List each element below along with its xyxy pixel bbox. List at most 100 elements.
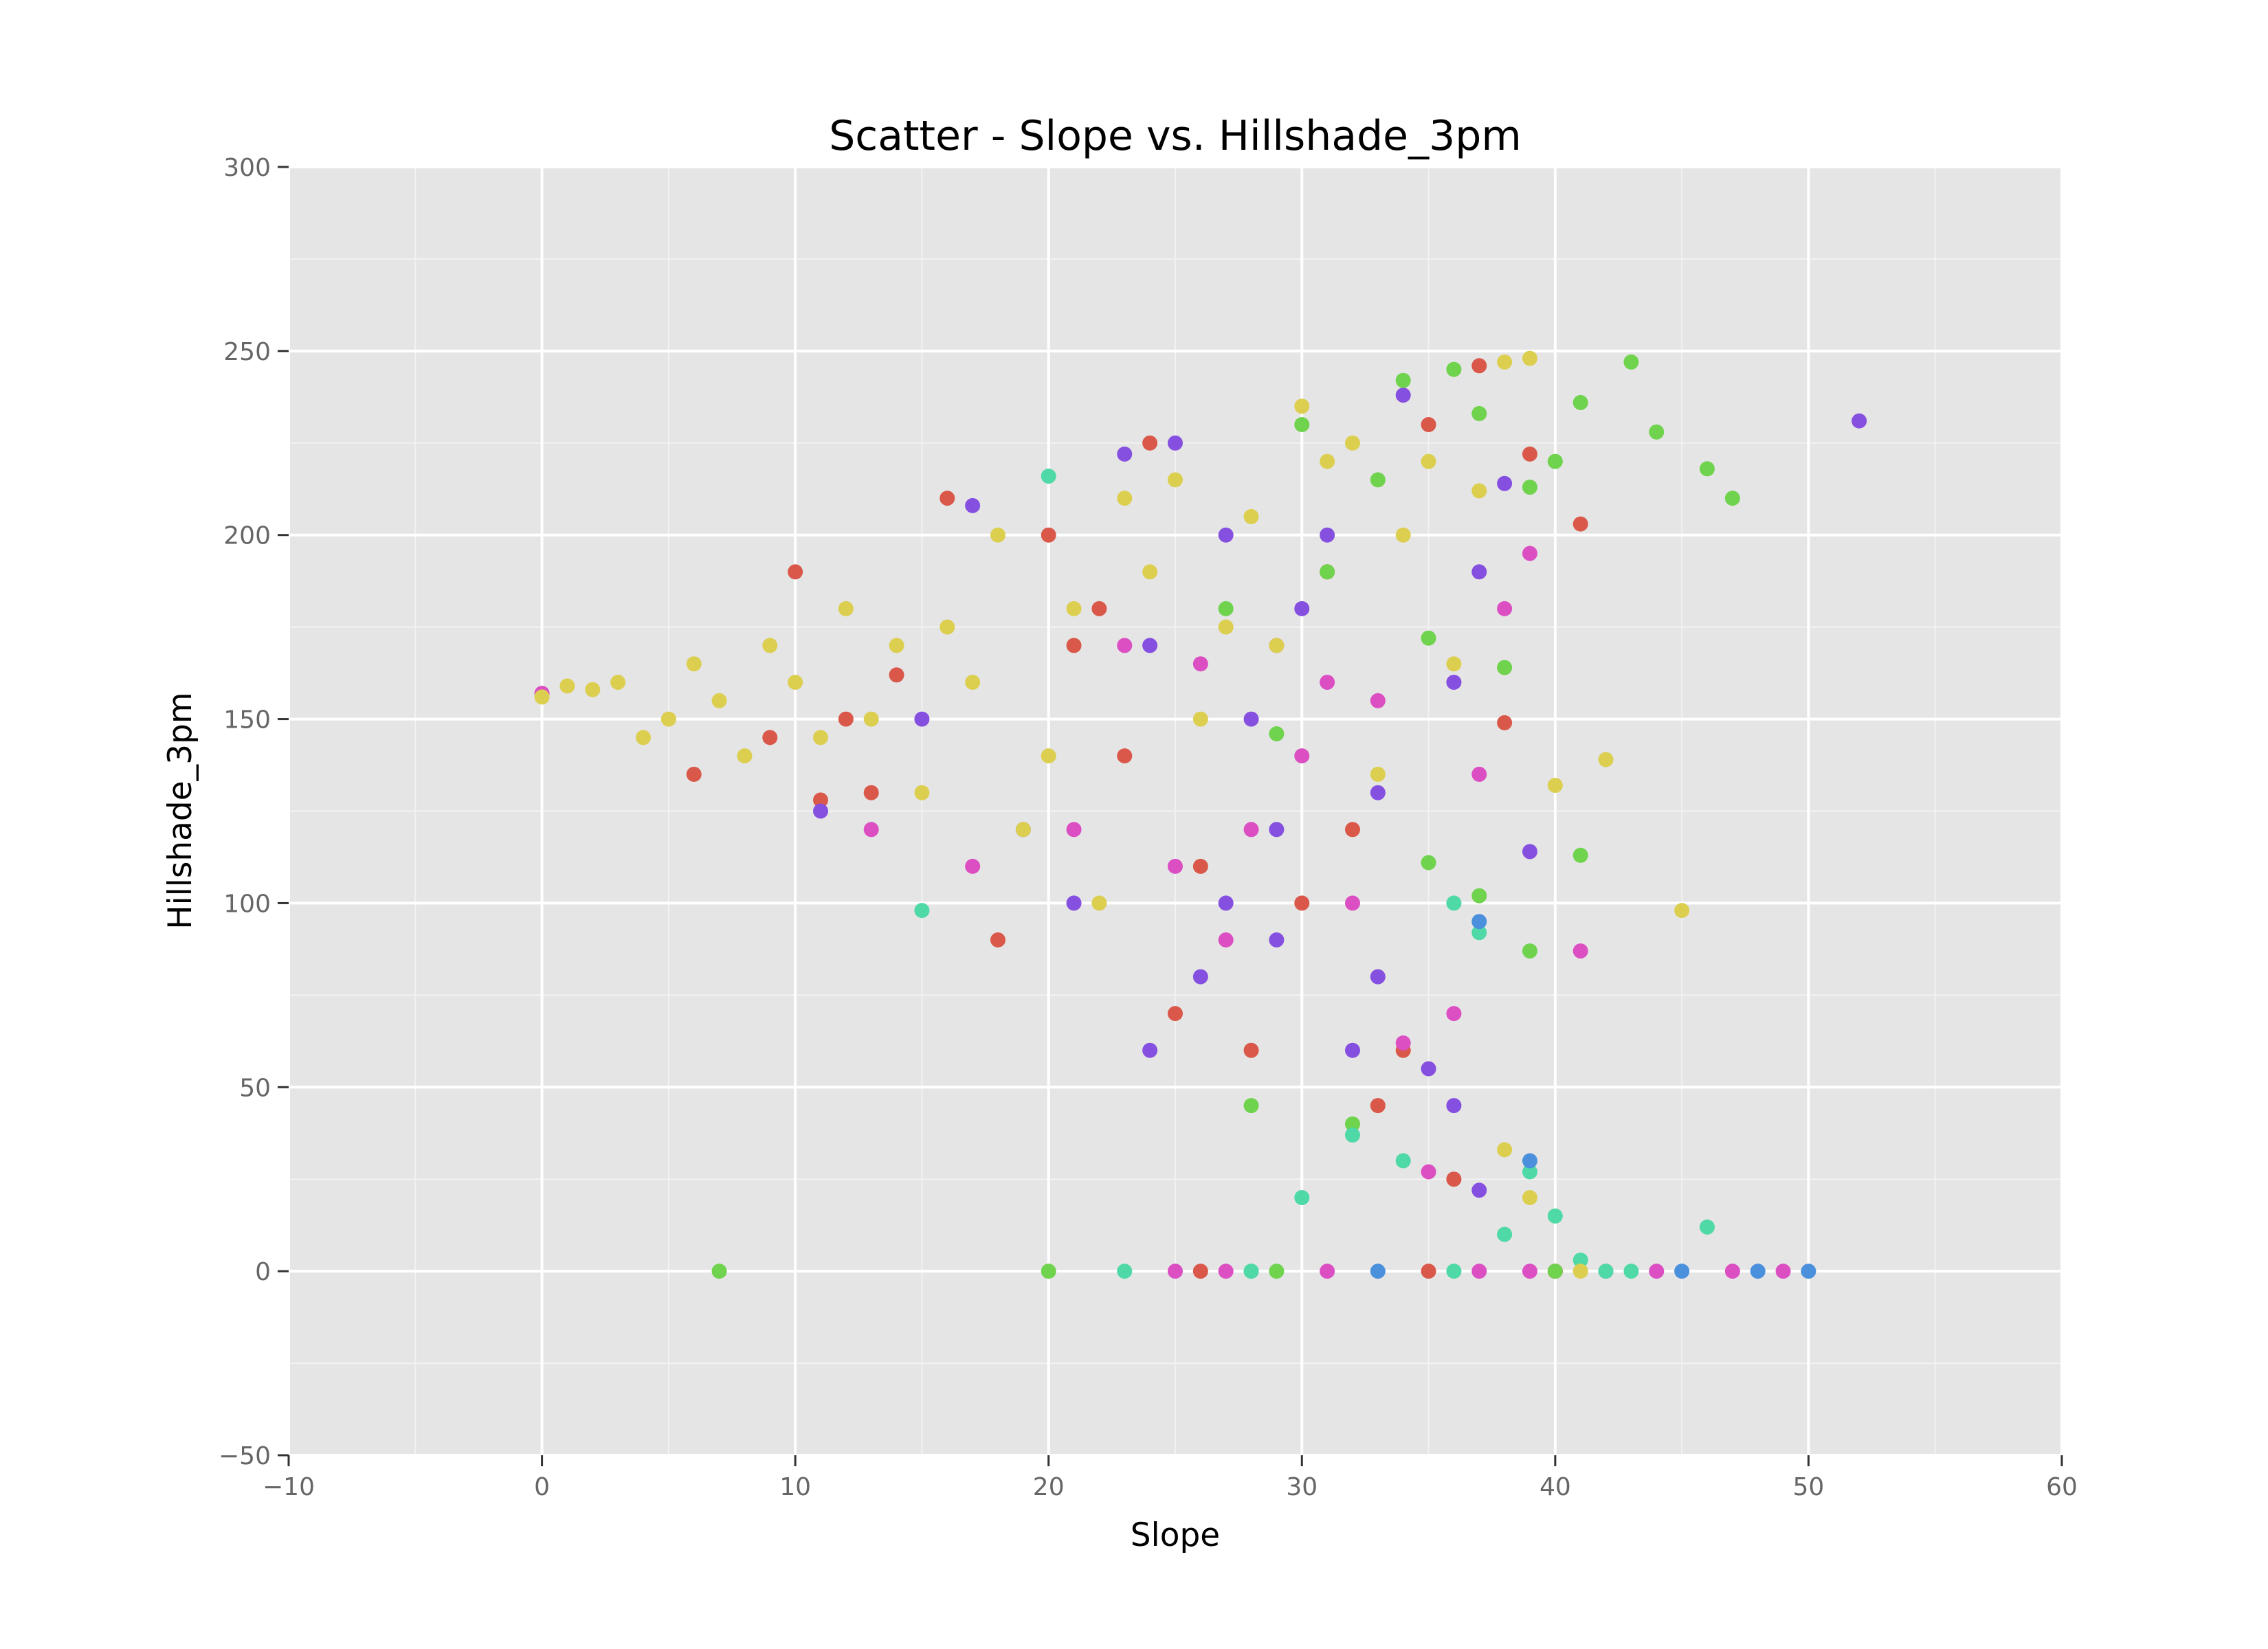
scatter-point: [914, 903, 930, 919]
scatter-point: [1320, 527, 1335, 543]
scatter-point: [1547, 453, 1563, 469]
scatter-point: [1243, 508, 1259, 524]
y-tick-label: 200: [223, 522, 271, 550]
scatter-point: [1370, 766, 1386, 782]
scatter-point: [1218, 619, 1234, 635]
scatter-point: [1724, 491, 1740, 506]
scatter-point: [1218, 527, 1234, 543]
scatter-point: [1700, 1219, 1715, 1235]
scatter-point: [686, 656, 702, 672]
scatter-point: [1623, 1264, 1639, 1279]
y-axis-title: Hillshade_3pm: [162, 692, 199, 929]
scatter-point: [1497, 715, 1513, 730]
scatter-point: [1471, 405, 1487, 421]
scatter-point: [1421, 1164, 1436, 1180]
scatter-point: [1320, 453, 1335, 469]
y-tick-label: −50: [219, 1442, 271, 1470]
scatter-point: [1117, 638, 1133, 653]
scatter-point: [1243, 711, 1259, 727]
scatter-point: [788, 675, 803, 690]
scatter-point: [914, 711, 930, 727]
y-tick-label: 150: [223, 706, 271, 734]
scatter-point: [1345, 895, 1360, 911]
scatter-point: [1370, 1264, 1386, 1279]
scatter-point: [838, 711, 854, 727]
x-axis-title: Slope: [1131, 1516, 1220, 1554]
scatter-point: [1168, 472, 1183, 488]
scatter-point: [1294, 895, 1310, 911]
scatter-point: [990, 932, 1005, 947]
chart-title: Scatter - Slope vs. Hillshade_3pm: [829, 112, 1522, 160]
scatter-point: [1724, 1264, 1740, 1279]
scatter-point: [1015, 822, 1031, 838]
scatter-point: [1572, 394, 1588, 410]
x-tick-label: 30: [1286, 1473, 1318, 1501]
scatter-point: [1294, 601, 1310, 616]
scatter-point: [1446, 656, 1462, 672]
scatter-point: [1522, 1190, 1537, 1205]
scatter-point: [1320, 564, 1335, 580]
axis-ticks: −10 0 10 20 30 40 50 60 −50 0 50 100 150 200 250 300: [219, 154, 2078, 1501]
scatter-point: [1497, 1142, 1513, 1158]
scatter-point: [762, 730, 778, 745]
scatter-point: [1192, 656, 1208, 672]
scatter-point: [1446, 675, 1462, 690]
x-tick-label: −10: [263, 1473, 315, 1501]
scatter-point: [711, 1264, 727, 1279]
scatter-point: [863, 711, 879, 727]
scatter-point: [1041, 1264, 1056, 1279]
scatter-point: [1243, 1042, 1259, 1058]
scatter-point: [1370, 693, 1386, 708]
y-tick-label: 0: [255, 1258, 271, 1286]
scatter-point: [1091, 601, 1107, 616]
scatter-point: [1522, 446, 1537, 462]
scatter-point: [1446, 1264, 1462, 1279]
scatter-point: [1674, 903, 1690, 919]
x-tick-label: 10: [779, 1473, 811, 1501]
scatter-point: [1269, 932, 1285, 947]
scatter-point: [1522, 1153, 1537, 1169]
scatter-point: [1547, 1264, 1563, 1279]
scatter-point: [1674, 1264, 1690, 1279]
scatter-point: [1041, 748, 1056, 764]
scatter-point: [889, 667, 904, 683]
scatter-point: [1471, 888, 1487, 904]
scatter-point: [610, 675, 626, 690]
scatter-point: [1192, 969, 1208, 985]
scatter-point: [1572, 1253, 1588, 1268]
scatter-point: [1345, 1127, 1360, 1143]
scatter-point: [1345, 435, 1360, 451]
scatter-point: [1497, 354, 1513, 370]
scatter-point: [636, 730, 651, 745]
scatter-point: [1446, 1098, 1462, 1114]
scatter-point: [1471, 1182, 1487, 1198]
scatter-point: [1522, 350, 1537, 366]
scatter-point: [1471, 483, 1487, 499]
scatter-point: [1801, 1264, 1816, 1279]
scatter-point: [965, 675, 981, 690]
scatter-point: [1091, 895, 1107, 911]
scatter-point: [737, 748, 753, 764]
scatter-point: [940, 491, 955, 506]
scatter-point: [1623, 354, 1639, 370]
scatter-point: [965, 858, 981, 874]
scatter-point: [1117, 748, 1133, 764]
scatter-point: [1421, 1061, 1436, 1077]
scatter-point: [1522, 546, 1537, 561]
scatter-point: [1421, 855, 1436, 871]
scatter-point: [1572, 1264, 1588, 1279]
scatter-point: [1471, 1264, 1487, 1279]
scatter-point: [1168, 435, 1183, 451]
scatter-point: [1700, 461, 1715, 477]
scatter-point: [1497, 601, 1513, 616]
scatter-point: [990, 527, 1005, 543]
scatter-point: [889, 638, 904, 653]
scatter-point: [863, 822, 879, 838]
scatter-point: [1421, 1264, 1436, 1279]
scatter-point: [660, 711, 676, 727]
scatter-point: [1294, 417, 1310, 432]
scatter-point: [1852, 413, 1867, 429]
scatter-point: [1547, 778, 1563, 793]
scatter-point: [1066, 601, 1082, 616]
